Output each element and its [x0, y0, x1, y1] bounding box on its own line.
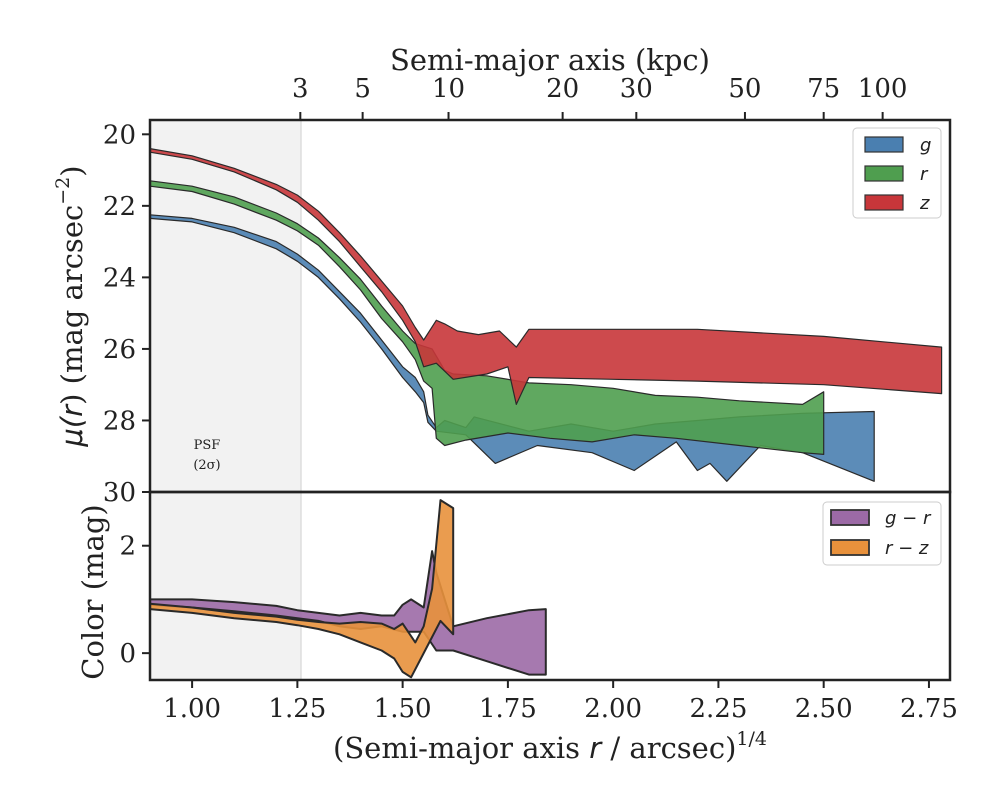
- legend-label-gr: g − r: [885, 508, 932, 529]
- upper-y-label-b: ) (mag arcsec: [55, 205, 89, 405]
- legend-swatch-g: [864, 136, 904, 153]
- x-tick-label: 2.25: [689, 694, 747, 724]
- upper-y-axis-label: μ(r) (mag arcsec−2): [52, 165, 89, 447]
- top-x-tick-label: 75: [807, 74, 840, 104]
- top-x-tick-label: 3: [292, 74, 309, 104]
- lower-legend: g − r r − z: [822, 501, 942, 566]
- x-tick-label: 1.00: [163, 694, 221, 724]
- x-tick-label: 1.25: [268, 694, 326, 724]
- top-x-tick-label: 50: [728, 74, 761, 104]
- x-tick-label: 2.00: [584, 694, 642, 724]
- lower-panel-frame: [148, 490, 952, 682]
- top-axis-label: Semi-major axis (kpc): [390, 43, 710, 77]
- legend-label-z: z: [919, 193, 930, 214]
- series-band-z: [149, 148, 943, 405]
- top-x-tick-label: 20: [546, 74, 579, 104]
- bottom-axis-label-pre: (Semi-major axis: [333, 731, 589, 765]
- lower-y-tick-label: 0: [119, 639, 136, 669]
- upper-y-tick-label: 30: [103, 478, 136, 508]
- bottom-axis-label-var: r: [589, 731, 603, 765]
- upper-y-tick-label: 26: [103, 335, 136, 365]
- legend-swatch-gr: [830, 509, 870, 526]
- bottom-axis-label-post: / arcsec): [601, 731, 736, 765]
- legend-label-r: r: [920, 164, 929, 185]
- upper-y-tick-label: 20: [103, 120, 136, 150]
- upper-y-label-var: r: [55, 403, 89, 417]
- top-x-tick-label: 10: [432, 74, 465, 104]
- upper-y-label-c: ): [55, 165, 89, 176]
- upper-panel-series: [149, 148, 943, 482]
- upper-legend: g r z: [852, 127, 942, 219]
- series-band-rz: [149, 499, 455, 679]
- upper-y-label-sup: −2: [52, 177, 74, 205]
- axis-ticks: 1.00 1.25 1.50 1.75 2.00 2.25 2.50 2.753 5 10 20 30…: [103, 74, 958, 724]
- legend-label-g: g: [920, 135, 931, 156]
- lower-y-tick-label: 2: [119, 532, 136, 562]
- x-tick-label: 1.50: [374, 694, 432, 724]
- psf-shade-upper: [150, 120, 301, 492]
- x-tick-label: 2.75: [900, 694, 958, 724]
- series-band-r: [149, 180, 825, 455]
- x-tick-label: 2.50: [795, 694, 853, 724]
- x-tick-label: 1.75: [479, 694, 537, 724]
- top-x-tick-label: 30: [620, 74, 653, 104]
- upper-y-label-a: μ(: [55, 415, 89, 447]
- legend-swatch-rz: [830, 539, 870, 556]
- top-x-tick-label: 5: [354, 74, 371, 104]
- top-x-tick-label: 100: [858, 74, 908, 104]
- legend-swatch-r: [864, 165, 904, 182]
- upper-y-tick-label: 24: [103, 263, 136, 293]
- legend-label-rz: r − z: [885, 538, 929, 559]
- upper-y-tick-label: 28: [103, 406, 136, 436]
- legend-swatch-z: [864, 194, 904, 211]
- lower-y-axis-label: Color (mag): [76, 504, 110, 679]
- psf-shade-lower: [150, 492, 301, 680]
- lower-panel-series: [149, 499, 547, 679]
- bottom-axis-label: (Semi-major axis r / arcsec)1/4: [333, 728, 767, 765]
- psf-label: PSF: [194, 438, 221, 453]
- bottom-axis-label-sup: 1/4: [736, 728, 767, 750]
- series-band-gr: [149, 550, 547, 676]
- upper-y-tick-label: 22: [103, 192, 136, 222]
- psf-label-sigma: (2σ): [193, 458, 220, 473]
